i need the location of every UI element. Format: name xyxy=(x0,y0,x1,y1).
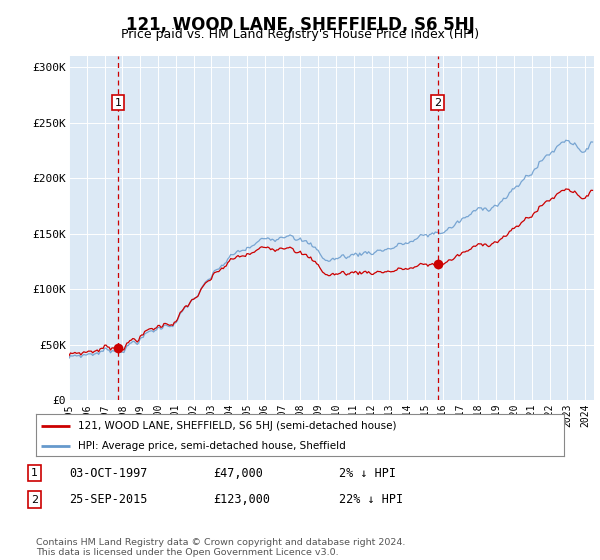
Text: 2: 2 xyxy=(434,97,442,108)
Text: 1: 1 xyxy=(115,97,121,108)
Text: Contains HM Land Registry data © Crown copyright and database right 2024.
This d: Contains HM Land Registry data © Crown c… xyxy=(36,538,406,557)
Text: 2% ↓ HPI: 2% ↓ HPI xyxy=(339,466,396,480)
Text: 121, WOOD LANE, SHEFFIELD, S6 5HJ: 121, WOOD LANE, SHEFFIELD, S6 5HJ xyxy=(125,16,475,34)
Text: HPI: Average price, semi-detached house, Sheffield: HPI: Average price, semi-detached house,… xyxy=(78,441,346,451)
Text: 2: 2 xyxy=(31,494,38,505)
Text: 1: 1 xyxy=(31,468,38,478)
Text: Price paid vs. HM Land Registry's House Price Index (HPI): Price paid vs. HM Land Registry's House … xyxy=(121,28,479,41)
Text: 22% ↓ HPI: 22% ↓ HPI xyxy=(339,493,403,506)
Text: 03-OCT-1997: 03-OCT-1997 xyxy=(69,466,148,480)
Text: 25-SEP-2015: 25-SEP-2015 xyxy=(69,493,148,506)
Text: 121, WOOD LANE, SHEFFIELD, S6 5HJ (semi-detached house): 121, WOOD LANE, SHEFFIELD, S6 5HJ (semi-… xyxy=(78,421,397,431)
Text: £123,000: £123,000 xyxy=(213,493,270,506)
Text: £47,000: £47,000 xyxy=(213,466,263,480)
